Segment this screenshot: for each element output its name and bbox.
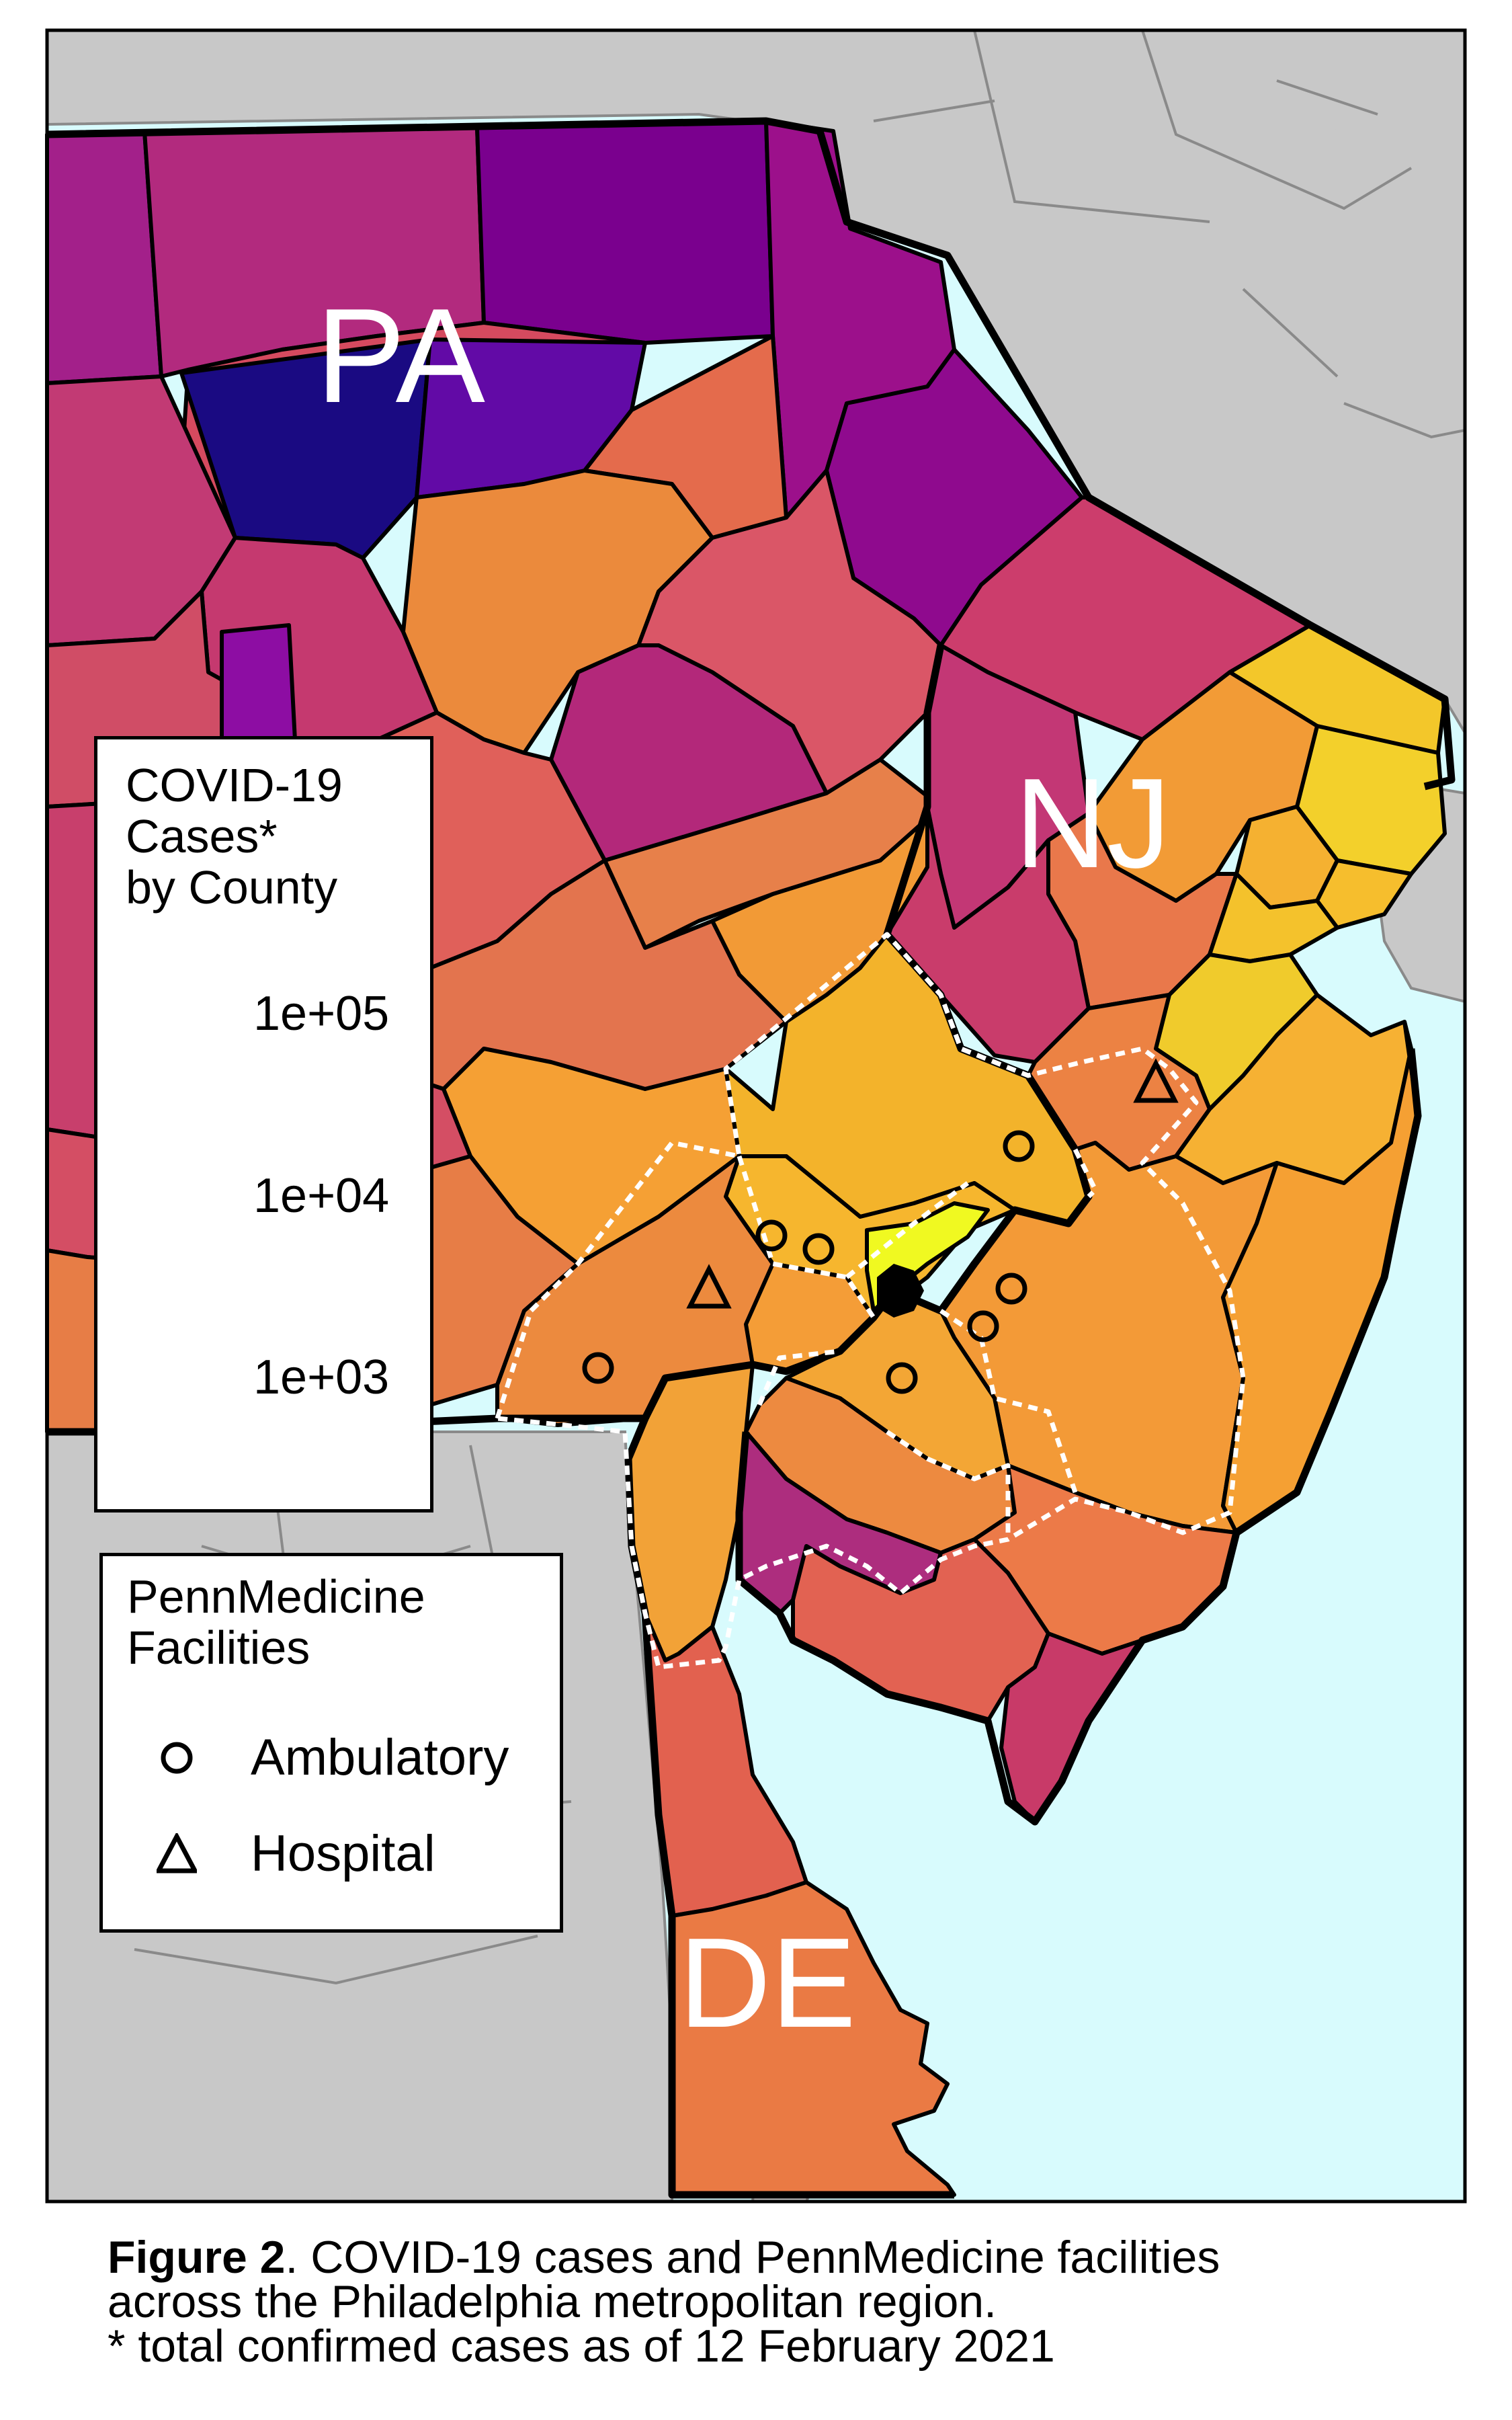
tick-label-1e4: 1e+04 — [253, 1169, 390, 1223]
caption-line-2: across the Philadelphia metropolitan reg… — [108, 2276, 997, 2327]
triangle-icon — [157, 1833, 197, 1873]
state-label-de: DE — [679, 1912, 856, 2054]
ambulatory-facility-marker — [967, 1310, 999, 1342]
hospital-facility-marker — [686, 1264, 732, 1309]
ambulatory-facility-marker — [995, 1273, 1027, 1305]
county-pa-1 — [45, 129, 163, 385]
circle-icon — [161, 1742, 193, 1774]
facilities-legend-title: PennMedicine Facilities — [127, 1570, 425, 1674]
ambulatory-facility-marker — [582, 1352, 614, 1384]
tick-label-1e3: 1e+03 — [253, 1350, 390, 1404]
figure-label: Figure 2 — [108, 2232, 286, 2283]
state-label-nj: NJ — [1015, 752, 1171, 895]
ambulatory-facility-marker — [755, 1219, 788, 1252]
philadelphia-city — [877, 1264, 924, 1318]
map-frame — [45, 28, 1467, 2204]
hospital-label: Hospital — [251, 1825, 435, 1882]
ambulatory-facility-marker — [886, 1362, 918, 1394]
cases-legend: COVID-19 Cases* by County 1e+05 1e+04 1e… — [94, 736, 433, 1513]
tick-label-1e5: 1e+05 — [253, 987, 390, 1041]
ambulatory-label: Ambulatory — [251, 1729, 509, 1786]
facilities-legend: PennMedicine Facilities Ambulatory Hospi… — [99, 1553, 563, 1933]
caption-line-3: * total confirmed cases as of 12 Februar… — [108, 2321, 1055, 2372]
ambulatory-facility-marker — [802, 1233, 835, 1265]
figure-caption: Figure 2. COVID-19 cases and PennMedicin… — [108, 2232, 1485, 2372]
caption-text-1: . COVID-19 cases and PennMedicine facili… — [285, 2232, 1220, 2283]
hospital-facility-marker — [1133, 1058, 1179, 1103]
county-nj-hudson — [1315, 858, 1413, 930]
ambulatory-facility-marker — [1003, 1130, 1035, 1162]
caption-line-1: Figure 2. COVID-19 cases and PennMedicin… — [108, 2232, 1485, 2283]
county-pa-3 — [475, 119, 775, 345]
state-label-pa: PA — [316, 281, 485, 431]
cases-legend-title: COVID-19 Cases* by County — [126, 759, 343, 914]
county-de-sussex — [670, 1880, 956, 2197]
